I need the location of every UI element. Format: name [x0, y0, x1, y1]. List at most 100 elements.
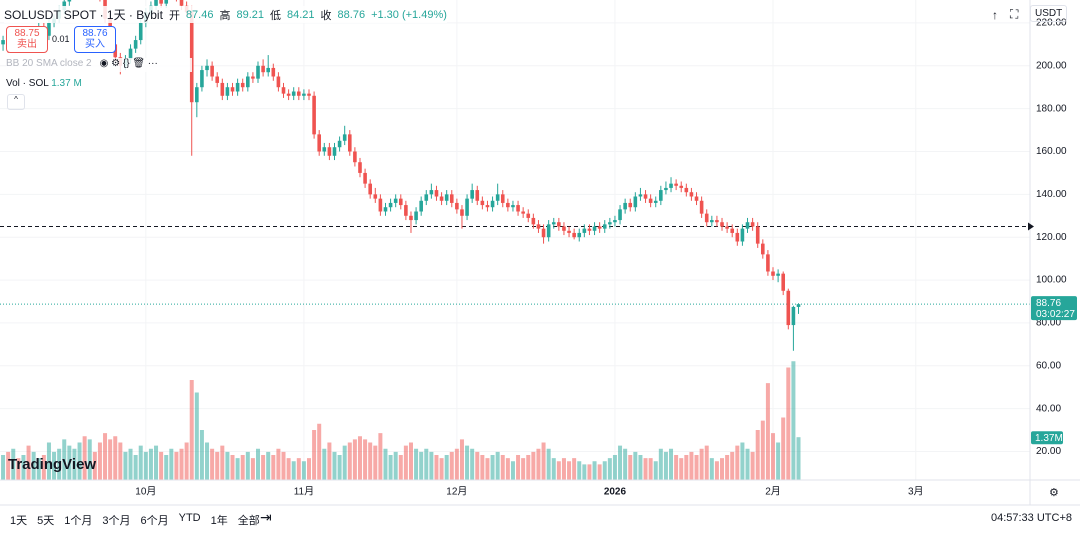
- candle-body: [521, 211, 525, 214]
- date-range-button[interactable]: ⇥: [260, 509, 272, 525]
- range-button[interactable]: 1天: [10, 515, 28, 527]
- volume-bar: [796, 437, 801, 480]
- horizontal-line-handle: [1028, 222, 1034, 231]
- volume-bar: [62, 439, 67, 480]
- candle-body: [470, 190, 474, 199]
- bb-indicator[interactable]: BB 20 SMA close 2 ◉ ⚙ {} 🗑 ···: [6, 58, 192, 72]
- volume-bar: [357, 436, 362, 480]
- volume-bar: [123, 451, 128, 480]
- candle-body: [572, 232, 576, 238]
- volume-bar: [434, 455, 439, 480]
- range-button[interactable]: 6个月: [140, 515, 169, 527]
- volume-bar: [6, 451, 11, 480]
- candle-body: [424, 194, 429, 201]
- sell-button[interactable]: 88.75 卖出: [6, 26, 48, 53]
- volume-tag-label: 1.37M: [1035, 433, 1063, 444]
- candle-body: [251, 76, 255, 79]
- volume-bar: [602, 461, 607, 480]
- arrow-button[interactable]: ↑: [992, 8, 998, 22]
- volume-bar: [505, 458, 510, 480]
- candle-body: [710, 220, 714, 223]
- candle-body: [689, 192, 694, 197]
- candle-body: [582, 228, 587, 233]
- candle-body: [541, 228, 546, 238]
- candle-body: [699, 200, 704, 214]
- candle-body: [551, 222, 556, 225]
- range-button[interactable]: 1个月: [64, 515, 93, 527]
- volume-bar: [459, 439, 464, 480]
- candle-body: [302, 93, 306, 96]
- volume-bar: [103, 433, 108, 480]
- volume-bar: [378, 433, 383, 480]
- candle-body: [358, 162, 362, 173]
- volume-bar: [296, 458, 301, 480]
- candle-body: [643, 194, 648, 199]
- volume-bar: [57, 448, 62, 480]
- volume-bar: [612, 455, 617, 480]
- candle-body: [246, 76, 250, 88]
- volume-bar: [679, 458, 684, 480]
- volume-bar: [480, 455, 485, 480]
- volume-bar: [628, 455, 633, 480]
- candle-body: [261, 65, 265, 73]
- volume-bar: [720, 458, 725, 480]
- volume-tag: [1031, 431, 1063, 445]
- candle-body: [67, 0, 72, 2]
- range-button[interactable]: 3个月: [102, 515, 131, 527]
- volume-bar: [245, 451, 250, 480]
- volume-bar: [26, 445, 31, 480]
- volume-bar: [465, 445, 470, 480]
- x-tick-label: 3月: [908, 486, 924, 498]
- candle-body: [286, 93, 291, 96]
- volume-bar: [470, 448, 475, 480]
- candle-body: [725, 226, 729, 229]
- candle-body: [388, 202, 393, 208]
- volume-bar: [592, 461, 597, 480]
- volume-bar: [352, 439, 357, 480]
- candle-body: [776, 273, 780, 276]
- range-button[interactable]: 5天: [37, 515, 55, 527]
- volume-bar: [52, 451, 57, 480]
- volume-bar: [41, 455, 46, 480]
- volume-bar: [159, 451, 164, 480]
- ohlc-low-label: 低: [270, 9, 281, 22]
- candle-body: [735, 232, 740, 242]
- ohlc-close-label: 收: [320, 9, 332, 22]
- volume-bar: [551, 458, 556, 480]
- volume-bar: [133, 455, 138, 480]
- candle-body: [327, 147, 332, 156]
- collapse-button[interactable]: ^: [7, 94, 25, 110]
- candle-body: [210, 65, 214, 77]
- candle-body: [230, 87, 235, 92]
- candle-body: [490, 200, 495, 208]
- volume-bar: [618, 445, 623, 480]
- volume-bar: [393, 451, 398, 480]
- range-button[interactable]: 1年: [210, 515, 228, 527]
- candle-body: [755, 226, 760, 244]
- candle-body: [189, 12, 194, 103]
- range-button[interactable]: YTD: [178, 512, 201, 524]
- volume-bar: [674, 455, 679, 480]
- candle-body: [276, 76, 281, 88]
- volume-bar: [143, 451, 148, 480]
- volume-bar: [735, 445, 740, 480]
- volume-bar: [485, 458, 490, 480]
- candle-body: [404, 205, 408, 216]
- range-button[interactable]: 全部: [237, 515, 260, 527]
- settings-button[interactable]: ⚙: [1049, 487, 1059, 499]
- candle-body: [480, 200, 485, 206]
- candle-body: [393, 198, 398, 203]
- volume-bar: [113, 436, 118, 480]
- candle-body: [715, 220, 719, 223]
- candle-body: [648, 198, 653, 203]
- candle-body: [235, 82, 240, 92]
- volume-bar: [704, 445, 709, 480]
- grid: [0, 0, 1030, 480]
- buy-button[interactable]: 88.76 买入: [74, 26, 116, 53]
- volume-bar: [307, 458, 311, 480]
- currency[interactable]: USDT: [1030, 5, 1068, 22]
- volume-bar: [561, 458, 566, 480]
- candle-body: [720, 222, 724, 227]
- volume-bar: [648, 458, 653, 480]
- fullscreen-button[interactable]: ⛶: [1010, 7, 1019, 21]
